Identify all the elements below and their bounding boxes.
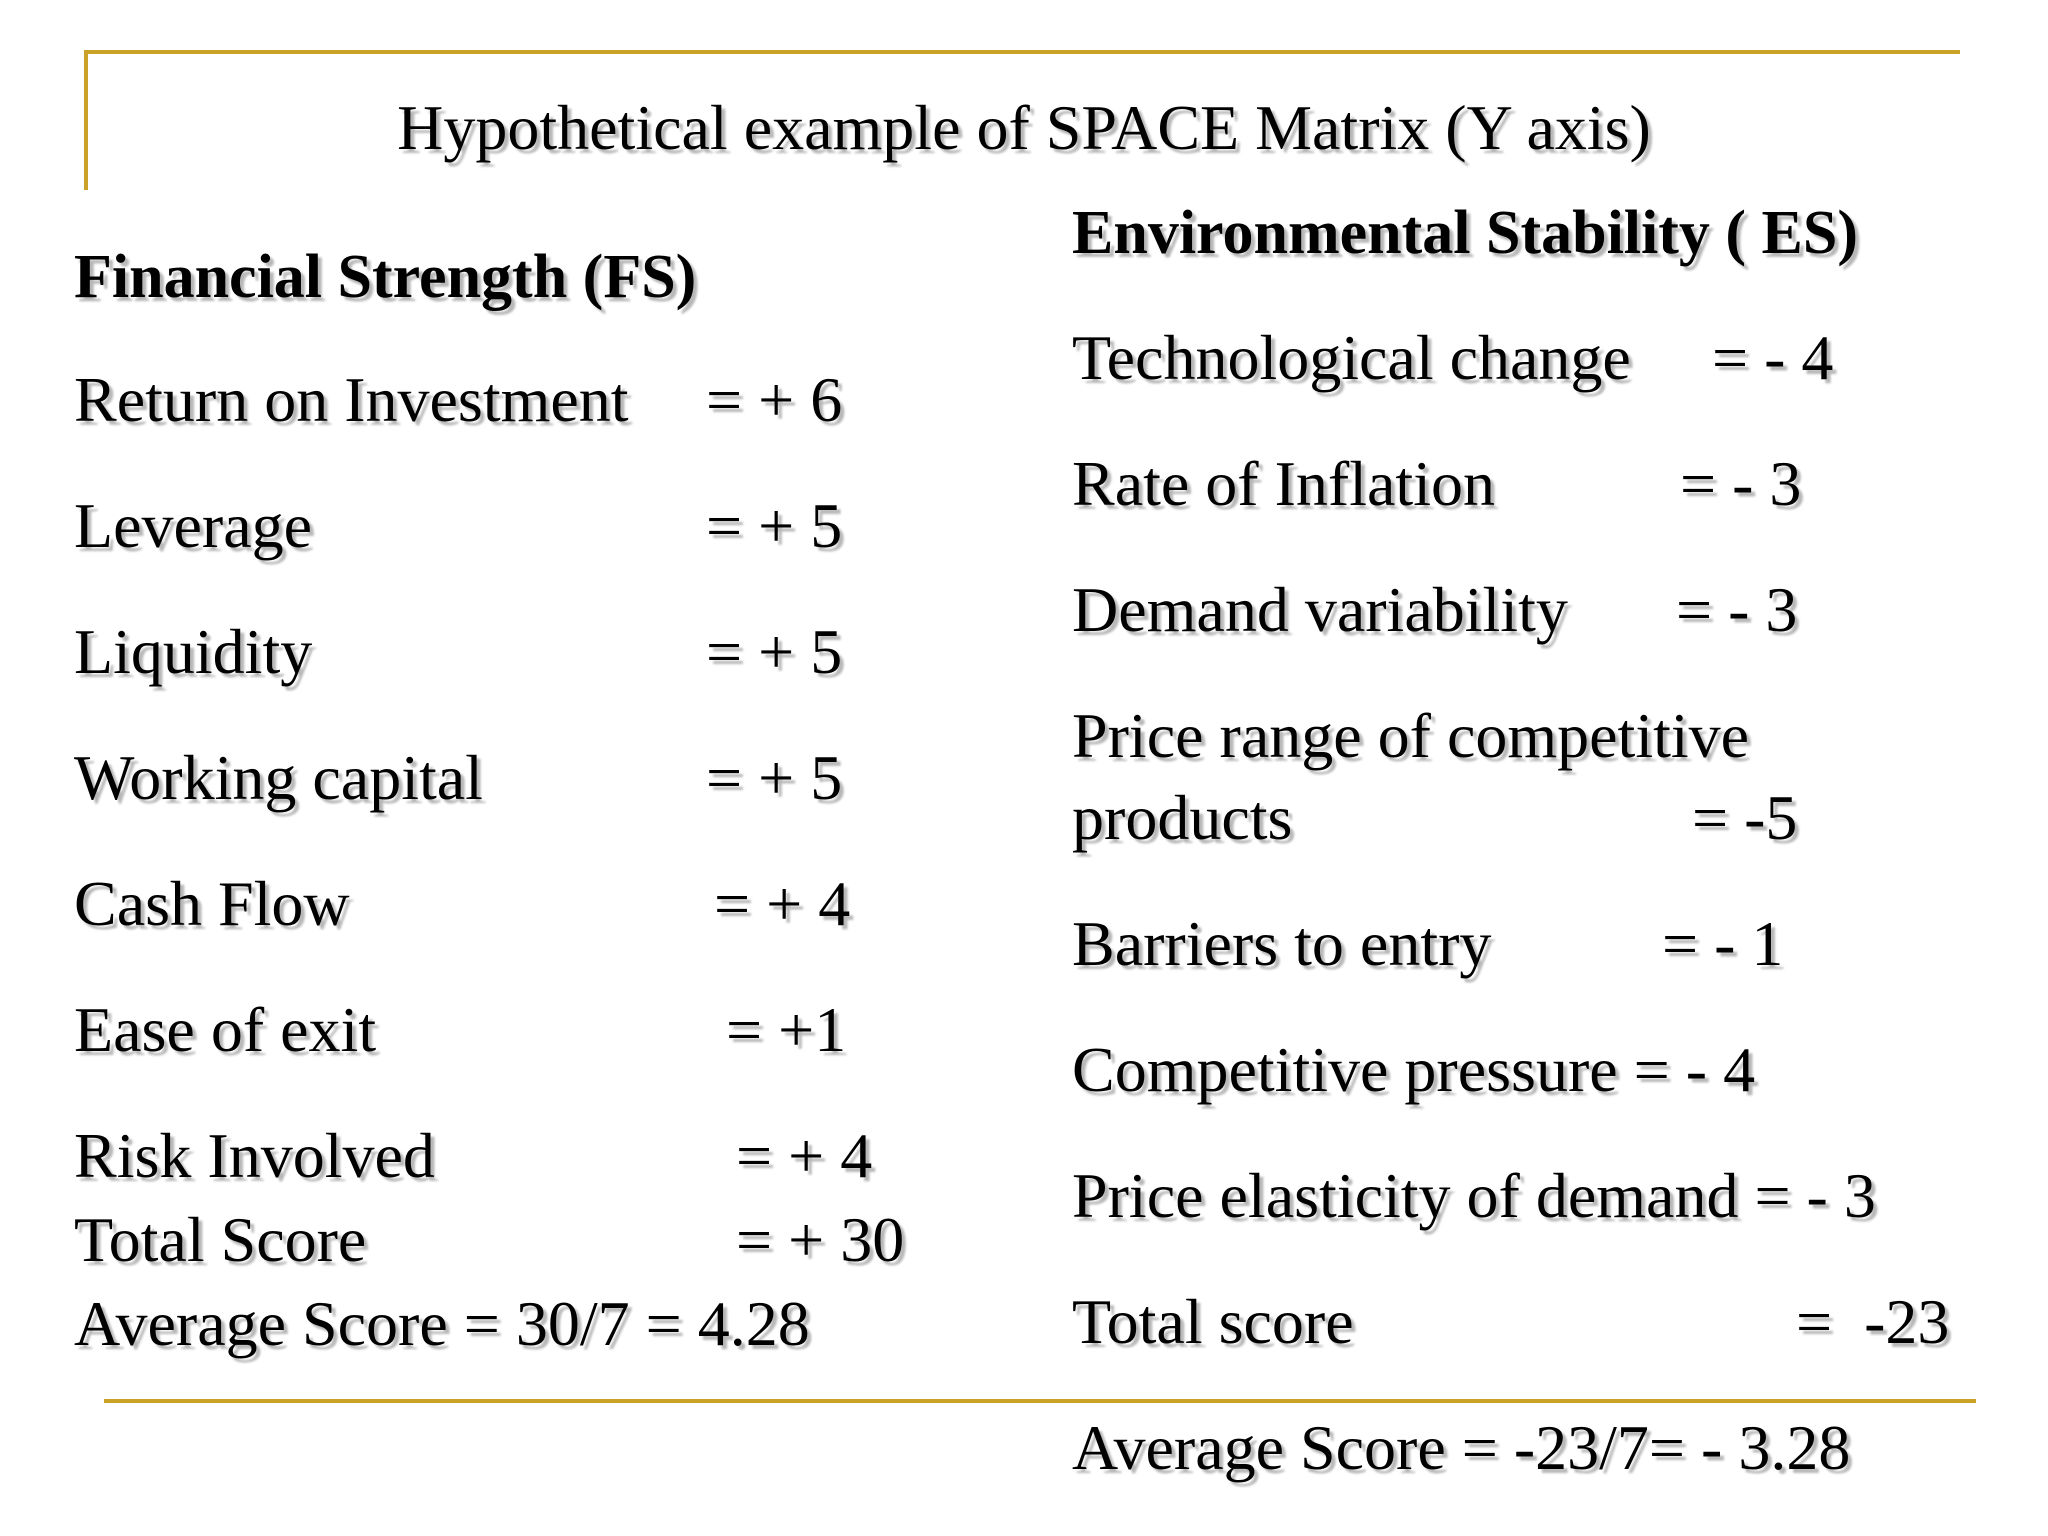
es-item-label-cont: products — [1072, 782, 1293, 853]
es-row-price-elasticity: Price elasticity of demand = - 3 — [1072, 1160, 1876, 1231]
fs-item-value: = + 4 — [736, 1120, 873, 1191]
es-average: Average Score = -23/7= - 3.28 — [1072, 1412, 1851, 1483]
es-total-label: Total score — [1072, 1286, 1354, 1357]
es-item-value: = - 3 — [1676, 574, 1798, 645]
fs-item-value: = + 5 — [706, 742, 843, 813]
fs-item-value: = + 5 — [706, 616, 843, 687]
fs-item-value: = + 4 — [714, 868, 851, 939]
fs-heading: Financial Strength (FS) — [74, 243, 697, 311]
es-item-label: Barriers to entry — [1072, 908, 1492, 979]
es-row-competitive-pressure: Competitive pressure = - 4 — [1072, 1034, 1756, 1105]
es-total-value: = -23 — [1796, 1286, 1950, 1357]
fs-item-label: Risk Involved — [74, 1120, 435, 1191]
es-item-label: Rate of Inflation — [1072, 448, 1495, 519]
slide-title: Hypothetical example of SPACE Matrix (Y … — [397, 92, 1651, 163]
es-item-value: = - 1 — [1662, 908, 1784, 979]
es-heading: Environmental Stability ( ES) — [1072, 199, 1859, 267]
es-item-label: Technological change — [1072, 322, 1631, 393]
es-item-label: Demand variability — [1072, 574, 1568, 645]
es-item-label: Price range of competitive — [1072, 700, 1750, 771]
es-item-value: = -5 — [1692, 782, 1798, 853]
fs-average: Average Score = 30/7 = 4.28 — [74, 1288, 810, 1359]
fs-item-label: Ease of exit — [74, 994, 377, 1065]
fs-item-value: = + 6 — [706, 364, 843, 435]
left-rule — [84, 50, 88, 190]
fs-item-label: Return on Investment — [74, 364, 629, 435]
bottom-rule — [104, 1399, 1976, 1403]
fs-total-value: = + 30 — [736, 1204, 905, 1275]
fs-item-label: Cash Flow — [74, 868, 350, 939]
fs-item-label: Liquidity — [74, 616, 313, 687]
es-item-value: = - 3 — [1680, 448, 1802, 519]
fs-item-label: Leverage — [74, 490, 313, 561]
fs-item-label: Working capital — [74, 742, 483, 813]
fs-item-value: = + 5 — [706, 490, 843, 561]
fs-total-label: Total Score — [74, 1204, 367, 1275]
fs-item-value: = +1 — [726, 994, 847, 1065]
es-item-value: = - 4 — [1712, 322, 1834, 393]
top-rule — [86, 50, 1960, 54]
